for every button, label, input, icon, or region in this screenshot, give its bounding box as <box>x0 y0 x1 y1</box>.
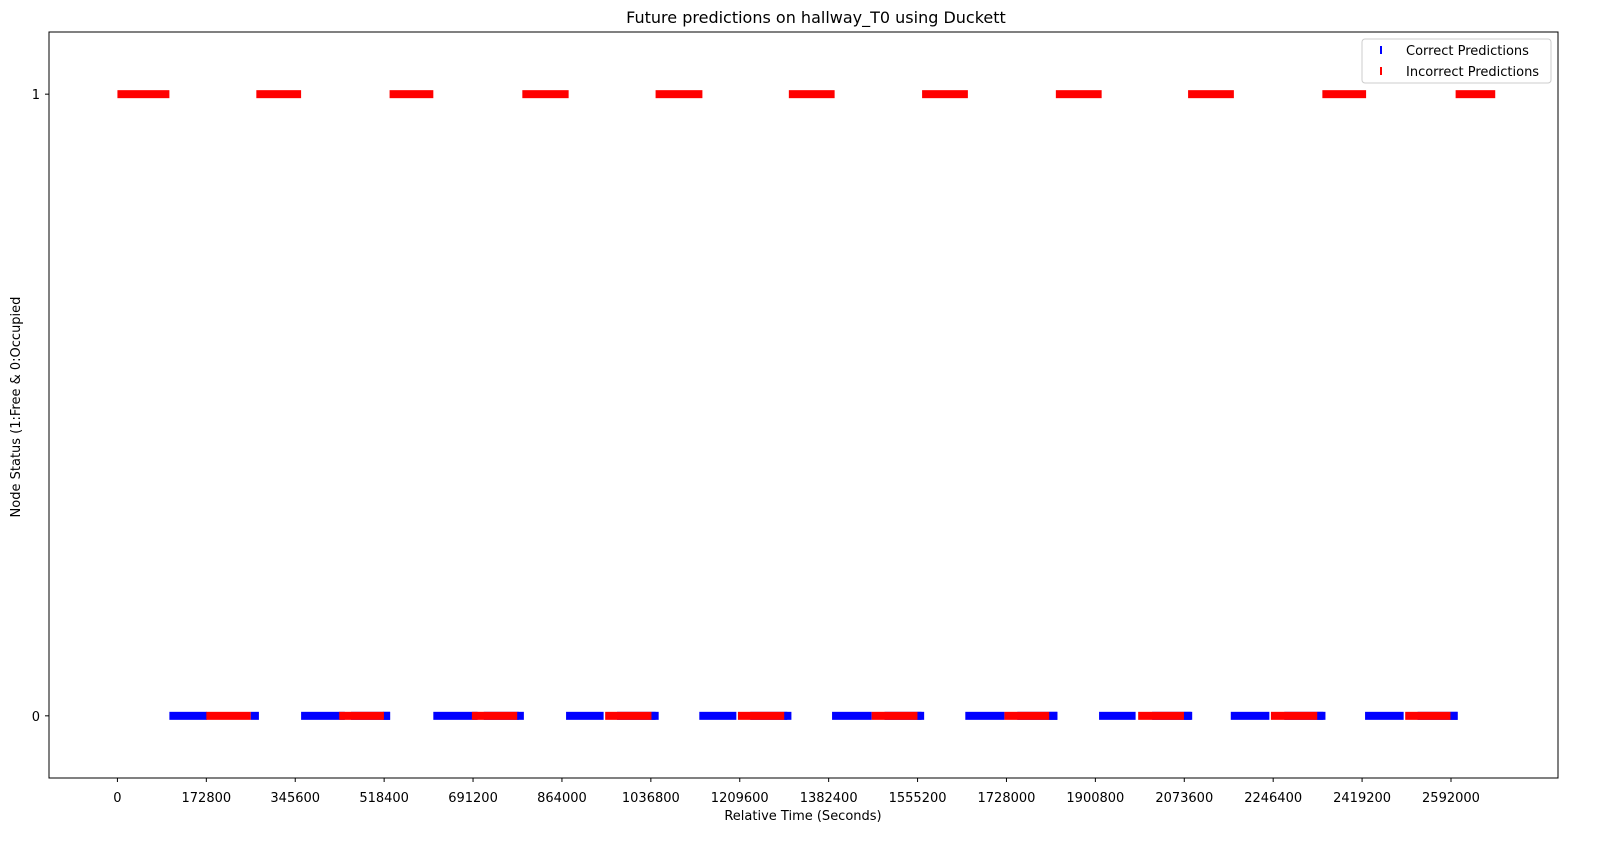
correct-prediction-mark <box>784 711 792 720</box>
x-tick-label: 1728000 <box>978 791 1036 806</box>
incorrect-predictions-free-marks <box>117 90 1496 99</box>
x-tick-label: 518400 <box>359 791 409 806</box>
correct-prediction-mark <box>169 711 207 720</box>
correct-prediction-mark <box>651 711 659 720</box>
x-tick-label: 2419200 <box>1333 791 1391 806</box>
y-tick-label: 0 <box>32 710 40 725</box>
chart-title: Future predictions on hallway_T0 using D… <box>626 8 1006 28</box>
incorrect-prediction-mark <box>1270 711 1318 720</box>
y-axis-ticks: 01 <box>32 88 49 725</box>
incorrect-prediction-mark <box>1322 90 1367 99</box>
x-tick-label: 1555200 <box>889 791 947 806</box>
incorrect-prediction-mark <box>389 90 434 99</box>
incorrect-prediction-mark <box>871 711 918 720</box>
correct-prediction-mark <box>832 711 872 720</box>
y-tick-label: 1 <box>32 88 40 103</box>
x-tick-label: 172800 <box>182 791 232 806</box>
x-tick-label: 2592000 <box>1422 791 1480 806</box>
incorrect-prediction-mark <box>1455 90 1496 99</box>
x-tick-label: 1209600 <box>711 791 769 806</box>
incorrect-prediction-mark <box>737 711 785 720</box>
x-tick-label: 2246400 <box>1244 791 1302 806</box>
correct-prediction-mark <box>1450 711 1458 720</box>
incorrect-prediction-mark <box>522 90 569 99</box>
x-tick-label: 864000 <box>537 791 587 806</box>
incorrect-prediction-mark <box>339 711 384 720</box>
legend-incorrect-marker <box>1380 67 1382 75</box>
legend-incorrect-label: Incorrect Predictions <box>1406 65 1539 80</box>
correct-prediction-mark <box>1230 711 1270 720</box>
incorrect-prediction-mark <box>788 90 835 99</box>
x-axis-ticks: 0 172800 345600 518400 691200 864000 1036800 12… <box>113 778 1480 806</box>
x-tick-label: 691200 <box>448 791 498 806</box>
x-tick-label: 0 <box>113 791 121 806</box>
correct-prediction-mark <box>917 711 925 720</box>
x-tick-label: 1382400 <box>800 791 858 806</box>
correct-prediction-mark <box>1099 711 1136 720</box>
correct-prediction-mark <box>301 711 345 720</box>
incorrect-prediction-mark <box>1188 90 1234 99</box>
correct-prediction-mark <box>433 711 478 720</box>
correct-prediction-mark <box>1365 711 1404 720</box>
correct-prediction-mark <box>566 711 604 720</box>
x-tick-label: 1036800 <box>622 791 680 806</box>
incorrect-prediction-mark <box>206 711 251 720</box>
x-tick-label: 2073600 <box>1155 791 1213 806</box>
x-tick-label: 345600 <box>270 791 320 806</box>
correct-prediction-mark <box>1317 711 1326 720</box>
legend: Correct Predictions Incorrect Prediction… <box>1361 38 1552 84</box>
incorrect-prediction-mark <box>1055 90 1102 99</box>
incorrect-prediction-mark <box>655 90 703 99</box>
x-axis-label: Relative Time (Seconds) <box>724 809 881 824</box>
x-tick-label: 1900800 <box>1066 791 1124 806</box>
correct-prediction-mark <box>250 711 259 720</box>
incorrect-prediction-mark <box>922 90 968 99</box>
incorrect-predictions-occupied-marks <box>206 711 1451 720</box>
incorrect-prediction-mark <box>117 90 170 99</box>
legend-box <box>1361 38 1552 84</box>
incorrect-prediction-mark <box>605 711 652 720</box>
incorrect-prediction-mark <box>1405 711 1451 720</box>
correct-prediction-mark <box>1049 711 1058 720</box>
incorrect-prediction-mark <box>256 90 302 99</box>
correct-prediction-mark <box>1183 711 1192 720</box>
y-axis-label: Node Status (1:Free & 0:Occupied <box>9 297 24 518</box>
legend-correct-label: Correct Predictions <box>1406 44 1529 59</box>
correct-prediction-mark <box>965 711 1005 720</box>
incorrect-prediction-mark <box>1138 711 1184 720</box>
correct-prediction-mark <box>699 711 737 720</box>
correct-prediction-mark <box>382 711 391 720</box>
plot-area <box>48 31 1559 779</box>
incorrect-prediction-mark <box>471 711 518 720</box>
correct-prediction-mark <box>517 711 524 720</box>
incorrect-prediction-mark <box>1004 711 1050 720</box>
legend-correct-marker <box>1380 46 1382 54</box>
